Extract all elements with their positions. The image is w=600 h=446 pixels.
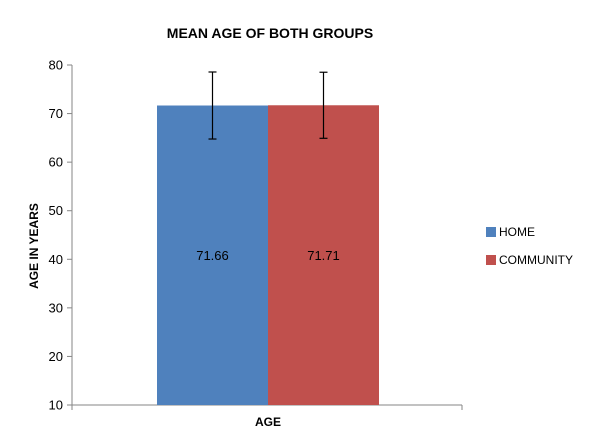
legend: HOME COMMUNITY	[486, 225, 573, 267]
plot-area: 10 20 30 40 50 60 70 80 71.66 71.71	[49, 58, 463, 413]
legend-label: COMMUNITY	[499, 253, 573, 267]
legend-swatch	[486, 227, 496, 237]
data-label: 71.66	[196, 248, 229, 263]
y-tick-label: 70	[49, 106, 63, 121]
y-tick-label: 60	[49, 155, 63, 170]
y-tick-label: 10	[49, 398, 63, 413]
legend-swatch	[486, 255, 496, 265]
legend-label: HOME	[499, 225, 535, 239]
bar-community	[268, 105, 379, 405]
chart-title: MEAN AGE OF BOTH GROUPS	[167, 25, 373, 41]
data-label: 71.71	[307, 248, 340, 263]
y-tick-label: 80	[49, 58, 63, 73]
y-axis-title: AGE IN YEARS	[27, 203, 41, 289]
y-tick-label: 50	[49, 203, 63, 218]
y-tick-label: 30	[49, 300, 63, 315]
x-axis-title: AGE	[255, 415, 281, 429]
y-tick-label: 40	[49, 252, 63, 267]
y-tick-label: 20	[49, 349, 63, 364]
bar-home	[157, 105, 268, 405]
